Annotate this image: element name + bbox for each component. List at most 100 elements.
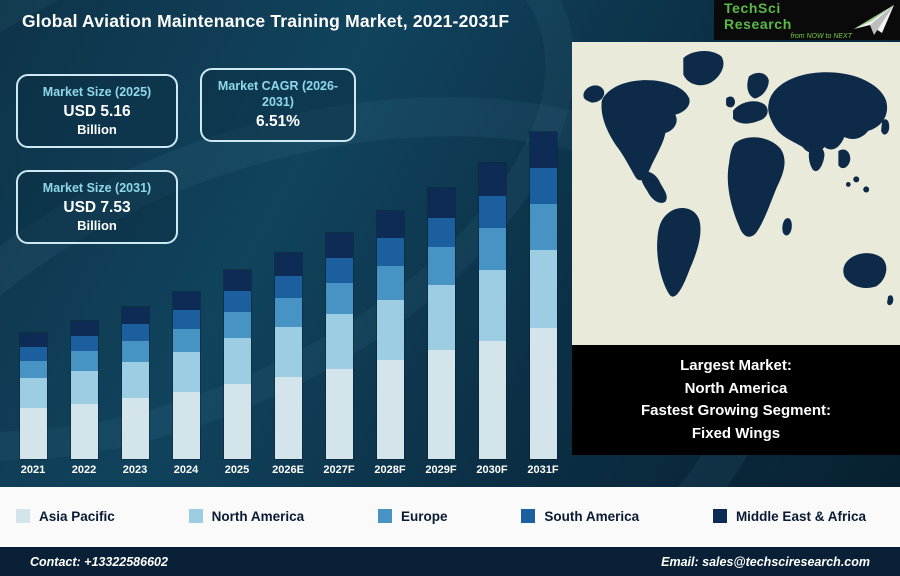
bar-segment-europe — [478, 228, 506, 270]
bar-column-2026E: 2026E — [265, 253, 311, 477]
x-axis-label: 2031F — [527, 464, 559, 476]
brand-logo: TechSci Research from NOW to NEXT — [714, 0, 900, 40]
bar-column-2031F: 2031F — [520, 132, 566, 477]
legend-swatch-europe — [377, 509, 392, 523]
bar-column-2025: 2025 — [214, 270, 260, 477]
bar-segment-south-america — [325, 257, 353, 283]
bar-stack — [376, 211, 404, 459]
bar-segment-asia-pacific — [325, 368, 353, 459]
bar-segment-south-america — [427, 217, 455, 248]
legend-label: South America — [544, 508, 640, 524]
bar-segment-north-america — [223, 338, 251, 384]
x-axis-label: 2026E — [272, 464, 304, 476]
bar-segment-middle-east-africa — [427, 188, 455, 218]
bar-stack — [529, 132, 557, 459]
bar-segment-asia-pacific — [121, 398, 149, 459]
x-axis-label: 2030F — [476, 464, 508, 476]
bar-segment-europe — [325, 282, 353, 315]
bar-segment-south-america — [274, 275, 302, 299]
legend-label: Asia Pacific — [39, 508, 115, 524]
bar-segment-middle-east-africa — [121, 307, 149, 324]
bar-segment-europe — [529, 204, 557, 250]
world-map-image — [583, 50, 894, 306]
legend-item-europe: Europe — [377, 508, 448, 524]
legend-item-middle-east-africa: Middle East & Africa — [712, 509, 866, 524]
bar-segment-asia-pacific — [376, 359, 404, 459]
bar-segment-middle-east-africa — [70, 321, 98, 337]
bar-segment-north-america — [376, 300, 404, 360]
bar-stack — [274, 253, 302, 459]
x-axis-label: 2028F — [374, 464, 406, 476]
bar-segment-middle-east-africa — [19, 333, 47, 347]
bar-segment-asia-pacific — [172, 392, 200, 459]
bar-segment-north-america — [325, 314, 353, 369]
info-box-value: USD 5.16 — [63, 103, 131, 121]
bar-segment-south-america — [529, 168, 557, 205]
bar-segment-north-america — [274, 327, 302, 377]
info-box-unit: Billion — [77, 218, 117, 234]
bar-segment-europe — [121, 340, 149, 362]
bar-column-2022: 2022 — [61, 321, 107, 477]
bar-segment-middle-east-africa — [376, 211, 404, 239]
chart-legend: Asia Pacific North America Europe South Ame… — [0, 487, 900, 545]
legend-label: Europe — [400, 508, 448, 524]
legend-item-asia-pacific: Asia Pacific — [16, 509, 115, 524]
bar-segment-north-america — [478, 269, 506, 341]
bar-segment-middle-east-africa — [529, 132, 557, 169]
bar-segment-europe — [172, 328, 200, 353]
bar-segment-asia-pacific — [427, 350, 455, 459]
fastest-segment-value: Fixed Wings — [691, 424, 781, 442]
x-axis-label: 2027F — [323, 464, 355, 476]
bar-segment-north-america — [427, 285, 455, 351]
fastest-segment-label: Fastest Growing Segment: — [640, 402, 832, 419]
bar-segment-south-america — [70, 336, 98, 352]
bar-column-2028F: 2028F — [367, 211, 413, 477]
bar-segment-north-america — [121, 361, 149, 399]
footer-bar: Contact: +13322586602 Email: sales@techs… — [0, 545, 900, 576]
bar-segment-middle-east-africa — [274, 253, 302, 276]
market-cagr-box: Market CAGR (2026-2031) 6.51% — [200, 68, 356, 142]
bar-stack — [19, 333, 47, 459]
info-box-value: USD 7.53 — [63, 199, 131, 217]
info-box-value: 6.51% — [256, 113, 300, 131]
bar-column-2024: 2024 — [163, 292, 209, 477]
legend-item-south-america: South America — [521, 509, 639, 524]
bar-stack — [478, 163, 506, 459]
legend-swatch-middle-east-africa — [712, 509, 727, 523]
info-box-heading: Market CAGR (2026-2031) — [217, 78, 339, 109]
bar-segment-north-america — [172, 352, 200, 393]
bar-segment-middle-east-africa — [478, 163, 506, 196]
bar-segment-asia-pacific — [70, 403, 98, 459]
bar-column-2029F: 2029F — [418, 188, 464, 477]
bar-segment-north-america — [529, 249, 557, 329]
info-box-heading: Market Size (2025) — [42, 84, 152, 99]
legend-swatch-north-america — [188, 509, 203, 523]
bar-segment-europe — [70, 351, 98, 371]
bar-segment-asia-pacific — [223, 383, 251, 459]
legend-swatch-asia-pacific — [16, 509, 30, 523]
bar-segment-europe — [19, 360, 47, 379]
bar-stack — [325, 233, 353, 459]
bar-stack — [70, 321, 98, 459]
stacked-bar-chart: 2021 2022 2023 2024 2025 2026E 2027F 2028F 2029F… — [10, 132, 566, 477]
bar-stack — [427, 188, 455, 459]
paper-plane-icon — [854, 5, 894, 35]
bar-segment-asia-pacific — [478, 340, 506, 459]
bar-column-2027F: 2027F — [316, 233, 362, 477]
email-info: Email: sales@techsciresearch.com — [661, 554, 870, 569]
x-axis-label: 2021 — [20, 464, 46, 476]
page-title: Global Aviation Maintenance Training Mar… — [22, 11, 510, 31]
bar-column-2030F: 2030F — [469, 163, 515, 477]
contact-info: Contact: +13322586602 — [30, 554, 168, 569]
x-axis-label: 2022 — [71, 464, 97, 476]
market-size-2025-box: Market Size (2025) USD 5.16 Billion — [16, 74, 178, 148]
bar-stack — [121, 307, 149, 459]
x-axis-label: 2023 — [122, 464, 148, 476]
bar-segment-asia-pacific — [19, 408, 47, 459]
largest-market-label: Largest Market: — [680, 357, 792, 374]
largest-market-value: North America — [684, 379, 788, 397]
bar-segment-middle-east-africa — [172, 292, 200, 311]
legend-item-north-america: North America — [188, 509, 304, 524]
bar-segment-europe — [376, 265, 404, 301]
